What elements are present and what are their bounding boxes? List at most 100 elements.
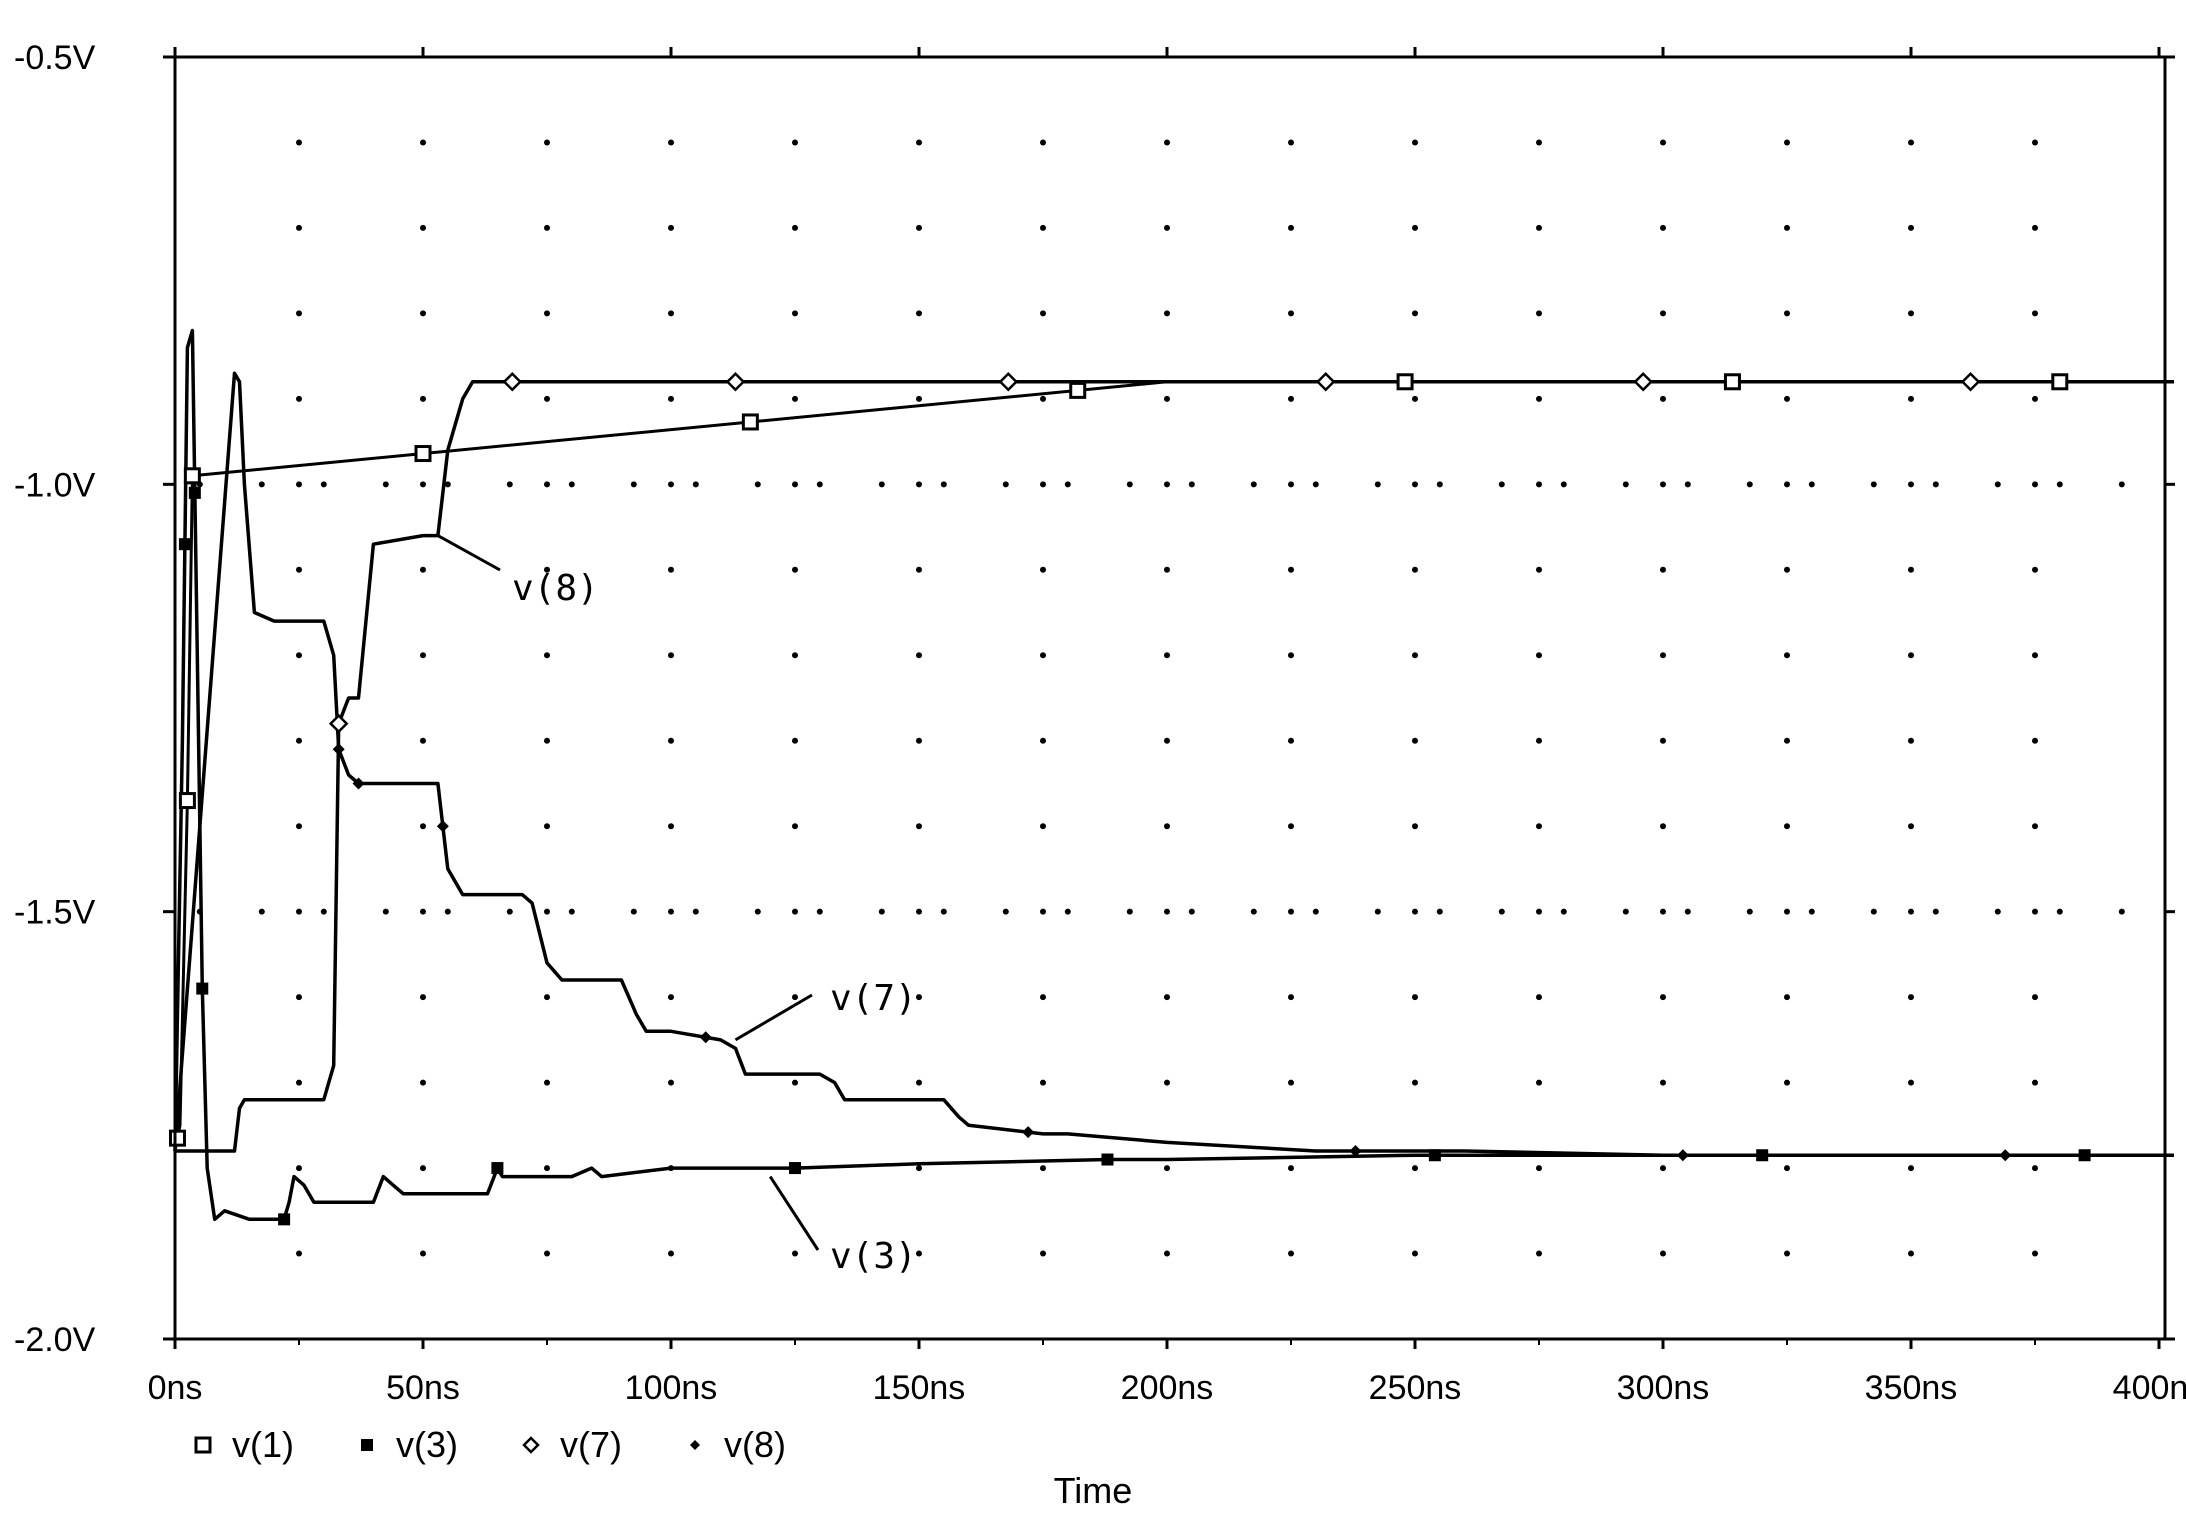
grid-dot bbox=[1374, 481, 1381, 488]
filled-diamond-marker bbox=[352, 777, 365, 790]
grid-dot bbox=[296, 1079, 302, 1086]
grid-dot bbox=[1660, 310, 1666, 317]
series-line-v3 bbox=[173, 328, 2174, 1222]
grid-dot bbox=[1288, 652, 1294, 659]
grid-dot bbox=[1784, 908, 1790, 915]
grid-dot bbox=[1908, 994, 1914, 1001]
grid-dot bbox=[1412, 1165, 1418, 1172]
grid-dot bbox=[2032, 139, 2038, 146]
grid-dot bbox=[544, 737, 550, 744]
grid-dot bbox=[668, 224, 674, 231]
grid-dot bbox=[1560, 908, 1567, 915]
filled-diamond-marker bbox=[699, 1031, 712, 1044]
grid-dot bbox=[2032, 1079, 2038, 1086]
grid-dot bbox=[878, 908, 885, 915]
grid-dot bbox=[940, 481, 947, 488]
grid-dot bbox=[792, 566, 798, 573]
grid-dot bbox=[1412, 139, 1418, 146]
grid-dot bbox=[1536, 1250, 1542, 1257]
series-line-v8 bbox=[173, 371, 2174, 1157]
grid-dot bbox=[296, 224, 302, 231]
grid-dot bbox=[1660, 1079, 1666, 1086]
grid-dot bbox=[1188, 481, 1195, 488]
grid-dot bbox=[1250, 908, 1257, 915]
grid-dot bbox=[1536, 652, 1542, 659]
grid-dot bbox=[1164, 224, 1170, 231]
grid-dot bbox=[1908, 823, 1914, 830]
x-tick-label: 100ns bbox=[625, 1369, 718, 1407]
grid-dot bbox=[1536, 737, 1542, 744]
grid-dot bbox=[916, 1079, 922, 1086]
grid-dot bbox=[1164, 1079, 1170, 1086]
filled-square-marker bbox=[491, 1162, 504, 1175]
grid-dot bbox=[544, 566, 550, 573]
grid-dot bbox=[1250, 481, 1257, 488]
grid-dot bbox=[544, 823, 550, 830]
grid-dot bbox=[1288, 1079, 1294, 1086]
open-square-marker bbox=[1723, 373, 1741, 391]
grid-dot bbox=[1288, 310, 1294, 317]
grid-dot bbox=[444, 908, 451, 915]
grid-dot bbox=[1412, 737, 1418, 744]
filled-diamond-marker bbox=[1022, 1126, 1035, 1139]
grid-dot bbox=[568, 481, 575, 488]
grid-dot bbox=[1536, 1079, 1542, 1086]
grid-dot bbox=[1536, 481, 1542, 488]
grid-dot bbox=[1908, 566, 1914, 573]
grid-dot bbox=[1288, 994, 1294, 1001]
grid-dot bbox=[1908, 908, 1914, 915]
grid-dot bbox=[792, 994, 798, 1001]
grid-dot bbox=[1660, 652, 1666, 659]
grid-dot bbox=[1436, 481, 1443, 488]
grid-dot bbox=[792, 481, 798, 488]
grid-dot bbox=[506, 481, 513, 488]
grid-dot bbox=[1560, 481, 1567, 488]
grid-dot bbox=[1288, 481, 1294, 488]
grid-dot bbox=[1784, 1165, 1790, 1172]
grid-dot bbox=[792, 395, 798, 402]
grid-dot bbox=[1660, 139, 1666, 146]
callout-label: v(3) bbox=[830, 1236, 917, 1277]
grid-dot bbox=[1188, 908, 1195, 915]
grid-dot bbox=[420, 737, 426, 744]
markers-v7 bbox=[328, 372, 1981, 734]
grid-dot bbox=[1908, 139, 1914, 146]
grid-dot bbox=[1040, 224, 1046, 231]
grid-dot bbox=[754, 908, 761, 915]
grid-dot bbox=[1784, 1079, 1790, 1086]
grid-dot bbox=[916, 823, 922, 830]
grid-dot bbox=[382, 908, 389, 915]
grid-dot bbox=[1164, 139, 1170, 146]
grid-dot bbox=[1312, 908, 1319, 915]
open-square-marker bbox=[1069, 381, 1087, 399]
x-tick-label: 300ns bbox=[1617, 1369, 1710, 1407]
filled-diamond-marker bbox=[1999, 1149, 2012, 1162]
grid-dot bbox=[2056, 481, 2063, 488]
grid-dot bbox=[544, 994, 550, 1001]
grid-dot bbox=[1784, 652, 1790, 659]
markers-v3 bbox=[178, 486, 2091, 1226]
grid-dot bbox=[1660, 395, 1666, 402]
grid-dot bbox=[1498, 481, 1505, 488]
markers-layer bbox=[168, 372, 2091, 1226]
grid-dot bbox=[1040, 908, 1046, 915]
legend-item-v3: v(3) bbox=[354, 1424, 458, 1466]
grid-dot bbox=[258, 481, 265, 488]
grid-dot bbox=[1684, 481, 1691, 488]
open-square-marker bbox=[168, 1129, 186, 1147]
grid-dot bbox=[916, 481, 922, 488]
grid-dot bbox=[544, 481, 550, 488]
grid-dot bbox=[940, 908, 947, 915]
grid-dot bbox=[668, 395, 674, 402]
grid-dot bbox=[1932, 481, 1939, 488]
grid-dot bbox=[1808, 908, 1815, 915]
grid-dot bbox=[1126, 908, 1133, 915]
grid-dot bbox=[792, 652, 798, 659]
grid-dot bbox=[544, 1250, 550, 1257]
grid-dot bbox=[420, 310, 426, 317]
x-tick-label: 400ns bbox=[2113, 1369, 2186, 1407]
grid-dot bbox=[1660, 823, 1666, 830]
grid-dot bbox=[1040, 481, 1046, 488]
grid-dot bbox=[1040, 1165, 1046, 1172]
